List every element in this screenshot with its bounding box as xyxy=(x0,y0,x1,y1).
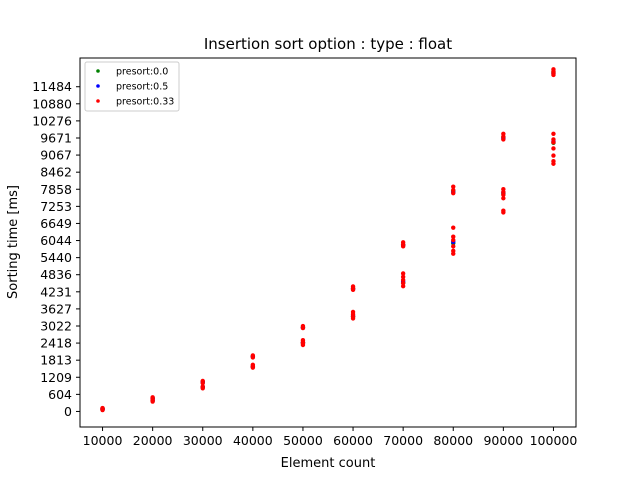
x-axis: 10000 20000 30000 40000 50000 60000 70000 80000… xyxy=(83,427,578,448)
legend-label-presort-0-5: presort:0.5 xyxy=(116,82,168,93)
legend-marker-presort-0-33 xyxy=(96,99,100,103)
chart-title: Insertion sort option : type : float xyxy=(204,35,452,53)
y-tick-label: 1813 xyxy=(40,353,72,368)
legend: presort:0.0 presort:0.5 presort:0.33 xyxy=(84,61,180,112)
point-presort-0-33 xyxy=(200,386,205,391)
y-tick-label: 6649 xyxy=(40,216,72,231)
point-presort-0-33 xyxy=(451,187,456,193)
point-presort-0-33 xyxy=(400,271,406,276)
point-presort-0-33 xyxy=(250,355,256,360)
y-tick-label: 1209 xyxy=(40,370,72,385)
point-presort-0-33 xyxy=(551,72,556,78)
y-tick-label: 7858 xyxy=(40,182,72,197)
point-presort-0-33 xyxy=(551,131,556,136)
y-tick-label: 4836 xyxy=(40,267,72,282)
y-tick-label: 6044 xyxy=(40,233,72,248)
point-presort-0-33 xyxy=(400,244,406,249)
point-presort-0-33 xyxy=(400,280,406,286)
point-presort-0-33 xyxy=(551,153,556,158)
point-presort-0-33 xyxy=(350,287,356,293)
legend-marker-presort-0-5 xyxy=(96,84,100,88)
point-presort-0-33 xyxy=(300,325,306,331)
legend-label-presort-0-0: presort:0.0 xyxy=(116,67,168,78)
y-tick-label: 9671 xyxy=(40,130,72,145)
axes-frame xyxy=(79,57,577,428)
y-tick-label: 3627 xyxy=(40,301,72,316)
point-presort-0-33 xyxy=(551,161,556,166)
plot-area xyxy=(100,67,556,413)
y-axis: 0 604 1209 1813 2418 3022 3627 4231 4836 5440 6044… xyxy=(32,79,80,419)
y-axis-label: Sorting time [ms] xyxy=(6,185,21,299)
y-tick-label: 2418 xyxy=(40,336,72,351)
x-tick-label: 70000 xyxy=(383,433,423,448)
x-tick-label: 90000 xyxy=(483,433,523,448)
point-presort-0-33 xyxy=(400,283,406,289)
legend-marker-presort-0-0 xyxy=(96,69,100,73)
x-tick-label: 30000 xyxy=(183,433,223,448)
y-tick-label: 10276 xyxy=(32,113,72,128)
x-tick-label: 50000 xyxy=(283,433,323,448)
y-tick-label: 3022 xyxy=(40,318,72,333)
legend-frame xyxy=(84,61,180,112)
point-presort-0-33 xyxy=(400,277,406,283)
x-tick-label: 40000 xyxy=(233,433,273,448)
y-tick-label: 9067 xyxy=(40,148,72,163)
point-presort-0-33 xyxy=(501,137,506,142)
x-axis-label: Element count xyxy=(281,456,376,471)
y-tick-label: 8462 xyxy=(40,165,72,180)
y-tick-label: 5440 xyxy=(40,250,72,265)
x-tick-label: 80000 xyxy=(433,433,473,448)
point-presort-0-33 xyxy=(100,406,105,411)
x-tick-label: 60000 xyxy=(333,433,373,448)
y-tick-label: 604 xyxy=(48,387,72,402)
point-presort-0-33 xyxy=(451,184,456,189)
y-tick-label: 0 xyxy=(64,404,72,419)
point-presort-0-33 xyxy=(501,196,506,201)
x-tick-label: 100000 xyxy=(530,433,578,448)
point-presort-0-33 xyxy=(501,210,506,215)
point-presort-0-33 xyxy=(451,234,456,239)
point-presort-0-33 xyxy=(300,342,306,348)
point-presort-0-33 xyxy=(451,251,456,256)
y-tick-label: 11484 xyxy=(32,79,72,94)
point-presort-0-33 xyxy=(200,380,205,386)
point-presort-0-33 xyxy=(400,274,406,280)
y-tick-label: 7253 xyxy=(40,199,72,214)
point-presort-0-33 xyxy=(150,399,155,404)
point-presort-0-33 xyxy=(451,237,456,243)
point-presort-0-33 xyxy=(451,244,456,249)
point-presort-0-33 xyxy=(350,316,356,321)
x-tick-label: 10000 xyxy=(83,433,123,448)
point-presort-0-33 xyxy=(250,365,256,370)
point-presort-0-33 xyxy=(501,192,506,198)
point-presort-0-33 xyxy=(451,190,456,196)
point-presort-0-33 xyxy=(551,146,556,151)
point-presort-0-33 xyxy=(551,140,556,145)
x-tick-label: 20000 xyxy=(133,433,173,448)
legend-label-presort-0-33: presort:0.33 xyxy=(116,97,174,108)
point-presort-0-33 xyxy=(451,225,456,230)
y-tick-label: 10880 xyxy=(32,96,72,111)
y-tick-label: 4231 xyxy=(40,284,72,299)
